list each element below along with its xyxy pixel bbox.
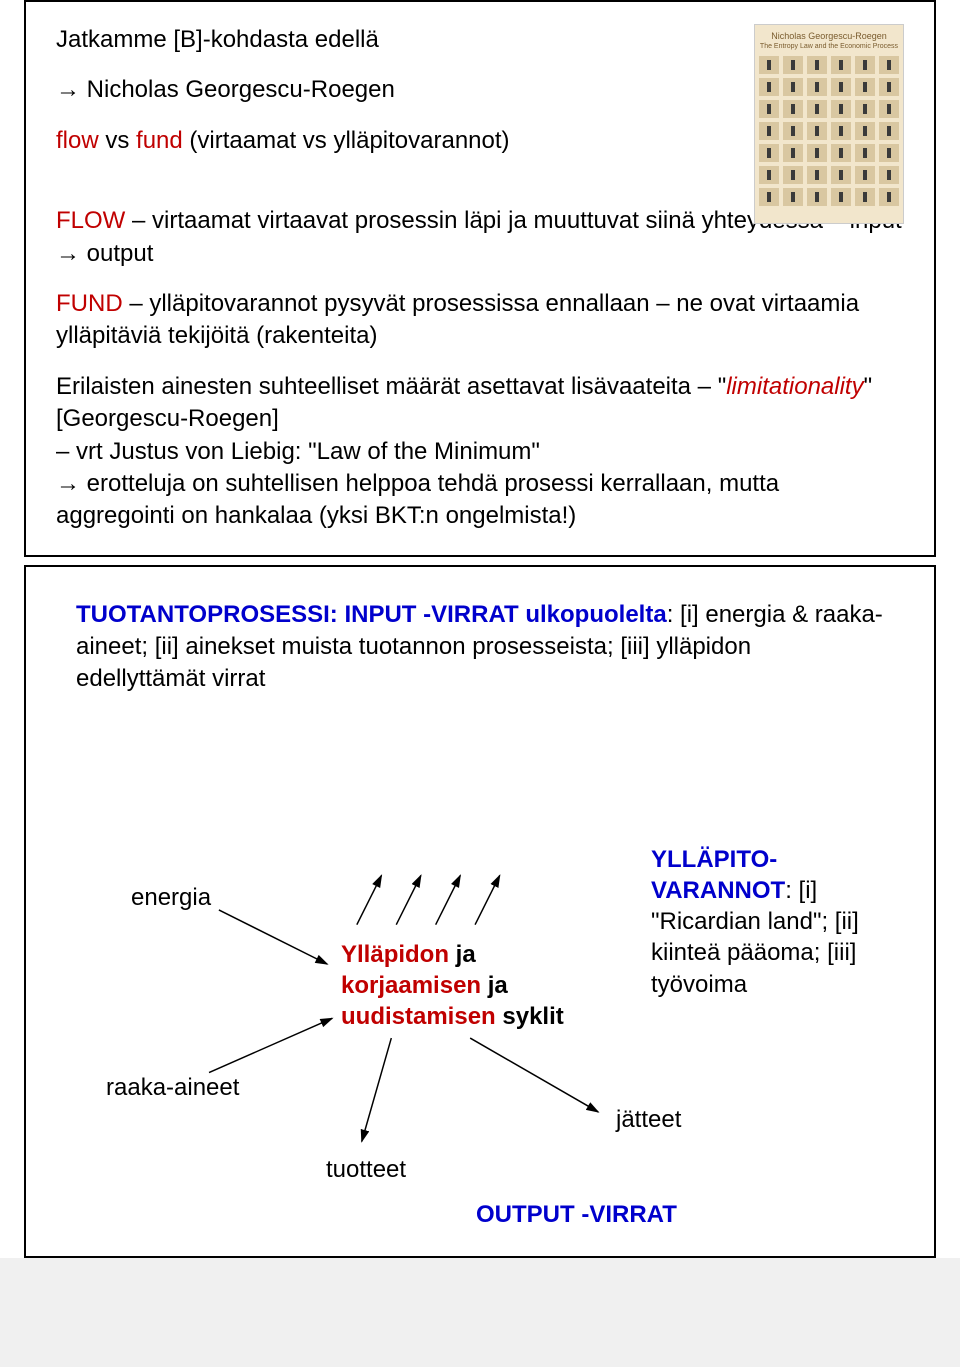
process-diagram: energia raaka-aineet Ylläpidon ja korjaa… [76, 714, 884, 1234]
center-2b: ja [481, 972, 508, 999]
para3-italic: limitationality [726, 373, 863, 400]
node-center-cycles: Ylläpidon ja korjaamisen ja uudistamisen… [341, 939, 601, 1033]
node-energia: energia [131, 882, 211, 913]
output-virrat: OUTPUT -VIRRAT [476, 1199, 677, 1230]
book-author: Nicholas Georgescu-Roegen [759, 31, 899, 41]
fund-word: fund [136, 127, 183, 154]
book-grid-icon [759, 56, 899, 206]
para3c: – vrt Justus von Liebig: "Law of the Min… [56, 438, 540, 465]
book-cover: Nicholas Georgescu-Roegen The Entropy La… [754, 24, 904, 224]
fund-rest: – ylläpitovarannot pysyvät prosessissa e… [56, 290, 859, 349]
limitationality-para: Erilaisten ainesten suhteelliset määrät … [56, 371, 904, 533]
node-jatteet: jätteet [616, 1104, 681, 1135]
slide-1: Nicholas Georgescu-Roegen The Entropy La… [24, 0, 936, 557]
fund-definition: FUND – ylläpitovarannot pysyvät prosessi… [56, 288, 904, 353]
node-raaka-aineet: raaka-aineet [106, 1072, 239, 1103]
para3d: → erotteluja on suhtellisen helppoa tehd… [56, 470, 779, 529]
node-yllapitovarannot: YLLÄPITO-VARANNOT: [i] "Ricardian land";… [651, 844, 881, 1000]
center-1a: Ylläpidon [341, 941, 449, 968]
node-tuotteet: tuotteet [326, 1154, 406, 1185]
vs-word: vs [99, 127, 136, 154]
slide2-title: TUOTANTOPROSESSI: INPUT -VIRRAT ulkopuol… [76, 599, 884, 696]
center-1b: ja [449, 941, 476, 968]
slide2-title-blue: TUOTANTOPROSESSI: INPUT -VIRRAT ulkopuol… [76, 601, 667, 628]
flowfund-rest: (virtaamat vs ylläpitovarannot) [183, 127, 510, 154]
slide-2: TUOTANTOPROSESSI: INPUT -VIRRAT ulkopuol… [24, 565, 936, 1258]
center-2a: korjaamisen [341, 972, 481, 999]
flow-word: flow [56, 127, 99, 154]
center-3a: uudistamisen [341, 1003, 496, 1030]
flow-label: FLOW [56, 207, 125, 234]
fund-label: FUND [56, 290, 123, 317]
book-title: The Entropy Law and the Economic Process [759, 43, 899, 50]
para3a: Erilaisten ainesten suhteelliset määrät … [56, 373, 726, 400]
center-3b: syklit [496, 1003, 564, 1030]
yllapito-title: YLLÄPITO-VARANNOT [651, 846, 785, 904]
